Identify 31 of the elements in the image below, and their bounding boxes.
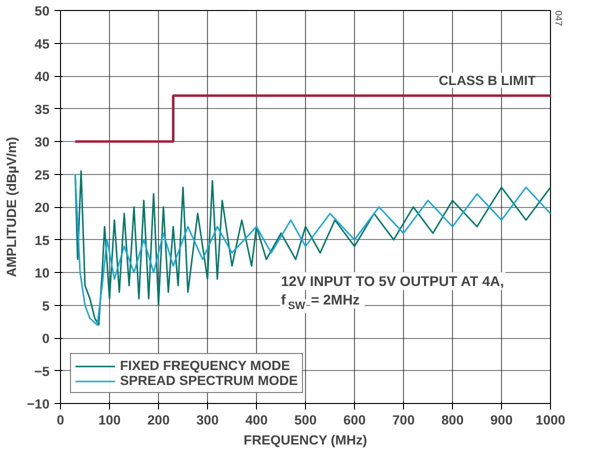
x-tick-label: 900 (490, 412, 513, 428)
y-tick-label: 20 (34, 200, 50, 215)
y-tick-label: 15 (34, 232, 50, 248)
x-tick-label: 800 (441, 412, 464, 428)
y-tick-label: 5 (42, 298, 50, 314)
y-tick-label: 0 (42, 331, 50, 346)
y-tick-label: 50 (34, 4, 50, 18)
y-tick-label: 30 (34, 134, 50, 150)
y-tick-label: 45 (34, 36, 50, 52)
annotation: 12V INPUT TO 5V OUTPUT AT 4A, (281, 273, 504, 290)
legend-label: FIXED FREQUENCY MODE (120, 358, 290, 373)
x-tick-label: 100 (98, 412, 121, 428)
y-tick-label: 25 (34, 167, 50, 182)
x-tick-label: 500 (294, 412, 317, 428)
y-tick-label: 35 (34, 102, 50, 117)
y-tick-label: −5 (34, 364, 50, 379)
x-tick-label: 0 (56, 412, 64, 428)
x-tick-label: 300 (196, 412, 219, 428)
y-tick-label: −10 (26, 396, 50, 412)
x-tick-label: 600 (343, 412, 366, 428)
text: 047 (554, 10, 564, 26)
x-tick-label: 700 (392, 412, 415, 428)
series-label: CLASS B LIMIT (438, 72, 536, 88)
y-tick-label: 40 (34, 69, 50, 84)
x-tick-label: 1000 (536, 412, 566, 428)
x-tick-label: 400 (245, 412, 268, 428)
x-axis-title: FREQUENCY (MHz) (244, 432, 368, 448)
legend-label: SPREAD SPECTRUM MODE (120, 373, 298, 388)
x-tick-label: 200 (147, 412, 170, 428)
y-tick-label: 10 (34, 266, 50, 280)
y-axis-title: AMPLITUDE (dBµV/m) (4, 136, 19, 278)
